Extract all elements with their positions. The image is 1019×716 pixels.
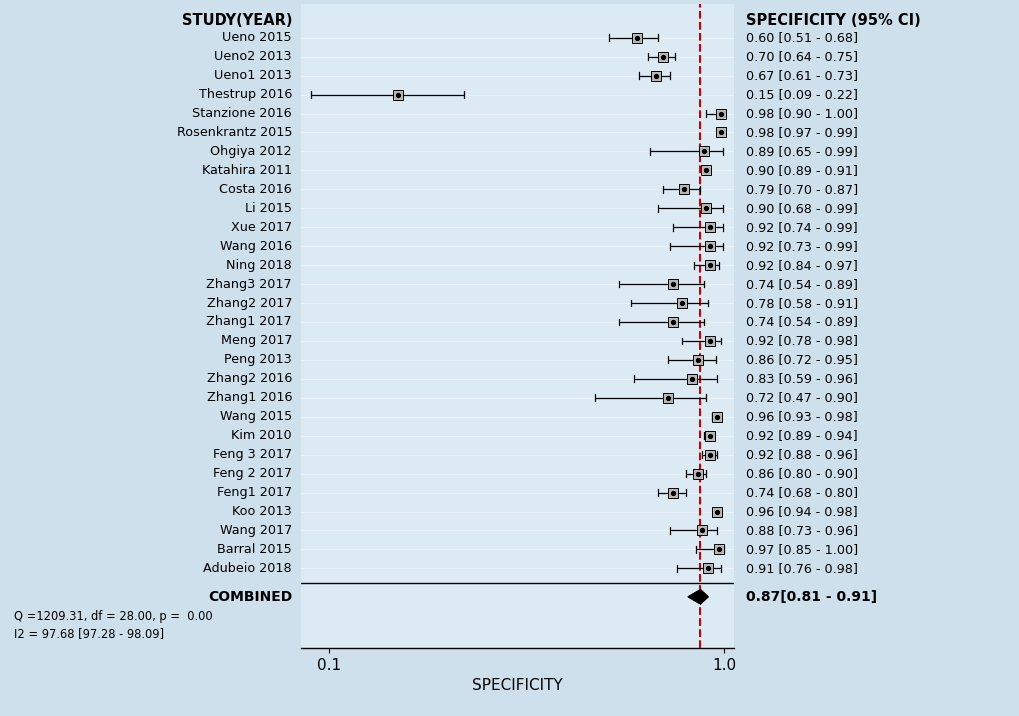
- Text: Zhang3 2017: Zhang3 2017: [206, 278, 291, 291]
- Text: 0.78 [0.58 - 0.91]: 0.78 [0.58 - 0.91]: [745, 296, 857, 309]
- Text: 0.15 [0.09 - 0.22]: 0.15 [0.09 - 0.22]: [745, 88, 857, 101]
- Text: 0.87[0.81 - 0.91]: 0.87[0.81 - 0.91]: [745, 590, 876, 604]
- Text: 0.60 [0.51 - 0.68]: 0.60 [0.51 - 0.68]: [745, 32, 857, 44]
- Text: 0.96 [0.94 - 0.98]: 0.96 [0.94 - 0.98]: [745, 505, 857, 518]
- Text: 0.88 [0.73 - 0.96]: 0.88 [0.73 - 0.96]: [745, 524, 857, 537]
- Text: Ueno 2015: Ueno 2015: [222, 32, 291, 44]
- Text: 0.91 [0.76 - 0.98]: 0.91 [0.76 - 0.98]: [745, 562, 857, 575]
- Text: Zhang1 2016: Zhang1 2016: [206, 392, 291, 405]
- Text: 0.86 [0.80 - 0.90]: 0.86 [0.80 - 0.90]: [745, 467, 857, 480]
- Text: Barral 2015: Barral 2015: [217, 543, 291, 556]
- Text: Koo 2013: Koo 2013: [232, 505, 291, 518]
- Text: Stanzione 2016: Stanzione 2016: [193, 107, 291, 120]
- Text: 0.72 [0.47 - 0.90]: 0.72 [0.47 - 0.90]: [745, 392, 857, 405]
- Text: Wang 2015: Wang 2015: [219, 410, 291, 423]
- Text: 0.98 [0.97 - 0.99]: 0.98 [0.97 - 0.99]: [745, 126, 857, 139]
- Text: 0.74 [0.54 - 0.89]: 0.74 [0.54 - 0.89]: [745, 278, 857, 291]
- Text: Kim 2010: Kim 2010: [231, 429, 291, 442]
- Text: 0.89 [0.65 - 0.99]: 0.89 [0.65 - 0.99]: [745, 145, 857, 158]
- Text: Ning 2018: Ning 2018: [226, 258, 291, 271]
- Text: Meng 2017: Meng 2017: [220, 334, 291, 347]
- Text: 0.74 [0.68 - 0.80]: 0.74 [0.68 - 0.80]: [745, 486, 857, 499]
- Text: 0.97 [0.85 - 1.00]: 0.97 [0.85 - 1.00]: [745, 543, 857, 556]
- Text: 0.92 [0.88 - 0.96]: 0.92 [0.88 - 0.96]: [745, 448, 857, 461]
- Text: Ueno2 2013: Ueno2 2013: [214, 50, 291, 63]
- Text: Katahira 2011: Katahira 2011: [202, 164, 291, 177]
- Text: 0.90 [0.68 - 0.99]: 0.90 [0.68 - 0.99]: [745, 202, 857, 215]
- Text: 0.98 [0.90 - 1.00]: 0.98 [0.90 - 1.00]: [745, 107, 857, 120]
- Text: Rosenkrantz 2015: Rosenkrantz 2015: [176, 126, 291, 139]
- Text: 0.79 [0.70 - 0.87]: 0.79 [0.70 - 0.87]: [745, 183, 857, 195]
- Text: Q =1209.31, df = 28.00, p =  0.00: Q =1209.31, df = 28.00, p = 0.00: [14, 610, 212, 623]
- Text: 0.86 [0.72 - 0.95]: 0.86 [0.72 - 0.95]: [745, 354, 857, 367]
- Text: Feng1 2017: Feng1 2017: [217, 486, 291, 499]
- Text: 0.92 [0.78 - 0.98]: 0.92 [0.78 - 0.98]: [745, 334, 857, 347]
- Text: 0.90 [0.89 - 0.91]: 0.90 [0.89 - 0.91]: [745, 164, 857, 177]
- Text: Peng 2013: Peng 2013: [224, 354, 291, 367]
- Text: 0.92 [0.89 - 0.94]: 0.92 [0.89 - 0.94]: [745, 429, 857, 442]
- Text: 0.83 [0.59 - 0.96]: 0.83 [0.59 - 0.96]: [745, 372, 857, 385]
- Text: Adubeio 2018: Adubeio 2018: [203, 562, 291, 575]
- Text: Zhang2 2016: Zhang2 2016: [207, 372, 291, 385]
- Text: 0.74 [0.54 - 0.89]: 0.74 [0.54 - 0.89]: [745, 316, 857, 329]
- Text: 0.92 [0.74 - 0.99]: 0.92 [0.74 - 0.99]: [745, 221, 857, 233]
- Text: Zhang1 2017: Zhang1 2017: [206, 316, 291, 329]
- Text: SPECIFICITY (95% CI): SPECIFICITY (95% CI): [745, 13, 920, 28]
- Text: COMBINED: COMBINED: [208, 590, 291, 604]
- Text: STUDY(YEAR): STUDY(YEAR): [181, 13, 291, 28]
- Text: 0.67 [0.61 - 0.73]: 0.67 [0.61 - 0.73]: [745, 69, 857, 82]
- Text: Wang 2016: Wang 2016: [220, 240, 291, 253]
- Text: Li 2015: Li 2015: [245, 202, 291, 215]
- Text: Feng 2 2017: Feng 2 2017: [213, 467, 291, 480]
- Text: 0.70 [0.64 - 0.75]: 0.70 [0.64 - 0.75]: [745, 50, 857, 63]
- Text: 0.96 [0.93 - 0.98]: 0.96 [0.93 - 0.98]: [745, 410, 857, 423]
- Text: Wang 2017: Wang 2017: [219, 524, 291, 537]
- Text: Costa 2016: Costa 2016: [219, 183, 291, 195]
- Text: Xue 2017: Xue 2017: [230, 221, 291, 233]
- Text: Feng 3 2017: Feng 3 2017: [213, 448, 291, 461]
- Text: Zhang2 2017: Zhang2 2017: [206, 296, 291, 309]
- Polygon shape: [688, 589, 707, 604]
- Text: Ohgiya 2012: Ohgiya 2012: [210, 145, 291, 158]
- Text: Thestrup 2016: Thestrup 2016: [199, 88, 291, 101]
- Text: I2 = 97.68 [97.28 - 98.09]: I2 = 97.68 [97.28 - 98.09]: [14, 627, 164, 640]
- X-axis label: SPECIFICITY: SPECIFICITY: [472, 678, 562, 693]
- Text: 0.92 [0.73 - 0.99]: 0.92 [0.73 - 0.99]: [745, 240, 857, 253]
- Text: Ueno1 2013: Ueno1 2013: [214, 69, 291, 82]
- Text: 0.92 [0.84 - 0.97]: 0.92 [0.84 - 0.97]: [745, 258, 857, 271]
